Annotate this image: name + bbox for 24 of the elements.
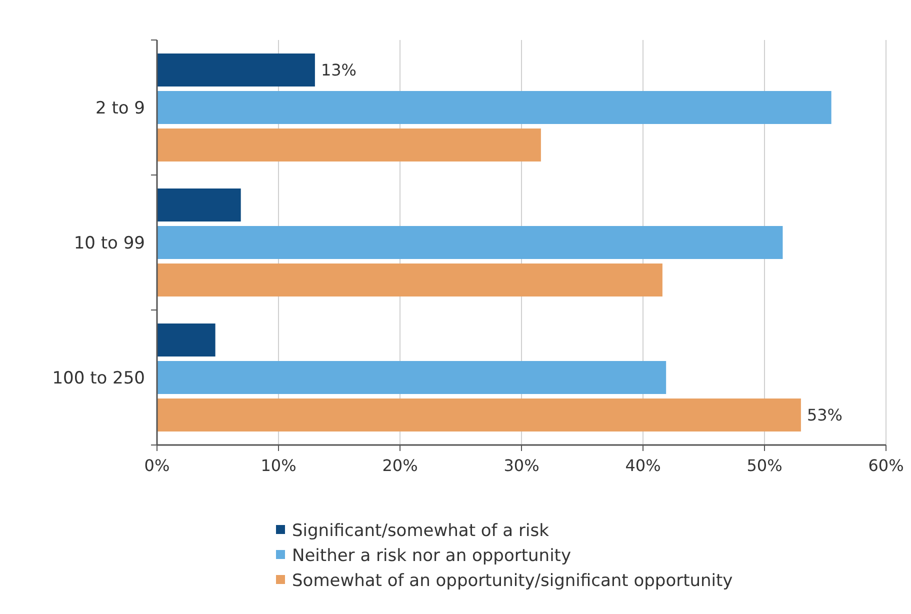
bar (157, 264, 662, 296)
x-tick-label: 40% (625, 456, 661, 475)
x-tick-label: 50% (746, 456, 782, 475)
y-tick-label: 10 to 99 (74, 233, 145, 254)
data-label: 53% (806, 406, 843, 425)
bar (157, 324, 216, 356)
y-tick-label: 100 to 250 (52, 368, 145, 388)
bar (157, 54, 315, 86)
x-tick-label: 10% (260, 456, 296, 475)
bar (157, 226, 783, 259)
bar (157, 361, 666, 394)
x-tick-label: 30% (504, 456, 540, 475)
bar (157, 128, 541, 162)
x-tick-label: 20% (382, 456, 418, 475)
bar (157, 398, 801, 432)
bar (157, 91, 832, 124)
data-label: 13% (320, 60, 357, 80)
x-tick-label: 60% (868, 456, 904, 475)
y-tick-label: 2 to 9 (95, 98, 145, 118)
bar (157, 188, 241, 222)
legend-label: Significant/somewhat of a risk (292, 520, 550, 541)
x-tick-label: 0% (144, 456, 170, 475)
legend-label: Neither a risk nor an opportunity (292, 546, 572, 566)
legend-label: Somewhat of an opportunity/significant opportunity (292, 570, 733, 591)
